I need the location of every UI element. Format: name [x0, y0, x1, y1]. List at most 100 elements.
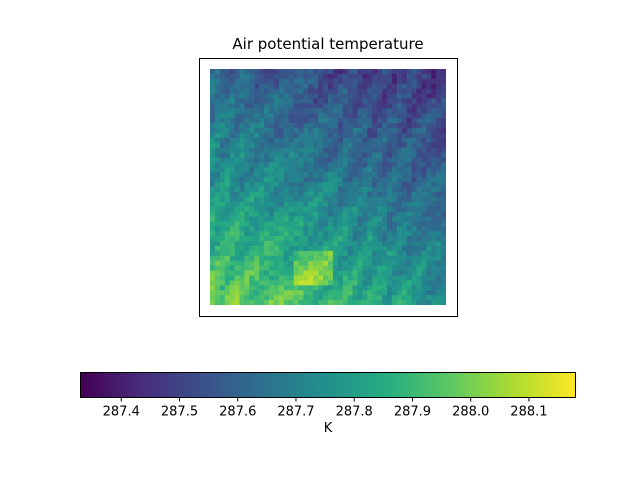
heatmap-cell [273, 147, 280, 154]
heatmap-cell [308, 142, 314, 149]
heatmap-cell [224, 162, 231, 168]
heatmap-cell [229, 201, 236, 208]
heatmap-cell [342, 236, 349, 242]
heatmap-cell [293, 270, 300, 277]
heatmap-cell [254, 162, 260, 168]
heatmap-cell [328, 196, 334, 203]
heatmap-cell [239, 226, 246, 232]
heatmap-cell [342, 221, 349, 227]
heatmap-cell [396, 118, 403, 124]
heatmap-cell [303, 300, 309, 305]
heatmap-cell [421, 123, 427, 129]
heatmap-cell [367, 69, 373, 75]
heatmap-cell [332, 73, 339, 80]
heatmap-cell [342, 241, 349, 247]
heatmap-cell [214, 280, 221, 286]
heatmap-cell [396, 295, 403, 301]
heatmap-cell [332, 275, 339, 282]
heatmap-cell [229, 290, 236, 296]
heatmap-cell [411, 290, 418, 296]
heatmap-cell [416, 255, 423, 262]
heatmap-cell [224, 216, 231, 223]
heatmap-cell [224, 167, 231, 173]
heatmap-cell [387, 182, 393, 188]
heatmap-cell [431, 226, 437, 232]
heatmap-cell [328, 216, 334, 223]
heatmap-cell [332, 265, 339, 272]
heatmap-cell [396, 300, 403, 305]
heatmap-cell [278, 137, 285, 144]
heatmap-cell [357, 236, 364, 242]
heatmap-cell [426, 206, 432, 213]
heatmap-cell [210, 172, 216, 178]
heatmap-cell [293, 246, 300, 252]
heatmap-cell [219, 285, 226, 291]
heatmap-cell [298, 285, 305, 291]
heatmap-cell [313, 201, 319, 208]
heatmap-cell [426, 300, 432, 305]
heatmap-cell [323, 103, 329, 109]
heatmap-cell [308, 260, 314, 267]
heatmap-cell [229, 113, 236, 119]
heatmap-cell [259, 260, 265, 267]
heatmap-cell [337, 152, 344, 159]
heatmap-cell [219, 118, 226, 124]
heatmap-cell [347, 265, 354, 272]
heatmap-cell [288, 98, 295, 105]
heatmap-cell [441, 216, 446, 223]
heatmap-cell [249, 152, 255, 159]
heatmap-cell [347, 147, 354, 154]
heatmap-cell [332, 69, 339, 75]
heatmap-cell [298, 236, 305, 242]
heatmap-cell [288, 78, 295, 85]
heatmap-cell [264, 236, 270, 242]
heatmap-cell [239, 201, 246, 208]
heatmap-cell [278, 167, 285, 173]
heatmap-cell [313, 157, 319, 164]
heatmap-cell [269, 221, 275, 227]
heatmap-cell [372, 260, 378, 267]
heatmap-cell [377, 265, 383, 272]
heatmap-cell [367, 196, 373, 203]
heatmap-cell [357, 167, 364, 173]
heatmap-cell [431, 157, 437, 164]
heatmap-cell [377, 236, 383, 242]
heatmap-cell [401, 152, 408, 159]
heatmap-cell [239, 103, 246, 109]
heatmap-cell [259, 103, 265, 109]
heatmap-cell [239, 108, 246, 114]
heatmap-cell [244, 123, 250, 129]
heatmap-cell [224, 221, 231, 227]
heatmap-cell [382, 231, 388, 237]
heatmap-cell [387, 295, 393, 301]
heatmap-cell [401, 196, 408, 203]
heatmap-cell [288, 73, 295, 80]
heatmap-cell [318, 93, 324, 100]
heatmap-cell [426, 113, 432, 119]
heatmap-cell [441, 98, 446, 105]
heatmap-cell [416, 241, 423, 247]
heatmap-cell [219, 275, 226, 282]
heatmap-cell [367, 300, 373, 305]
heatmap-cell [278, 231, 285, 237]
heatmap-cell [436, 162, 442, 168]
heatmap-cell [401, 187, 408, 193]
heatmap-cell [411, 88, 418, 95]
heatmap-cell [323, 187, 329, 193]
heatmap-cell [372, 231, 378, 237]
heatmap-cell [249, 191, 255, 198]
heatmap-cell [387, 162, 393, 168]
heatmap-cell [288, 241, 295, 247]
heatmap-cell [387, 108, 393, 114]
heatmap-cell [249, 113, 255, 119]
heatmap-cell [441, 250, 446, 257]
heatmap-cell [264, 285, 270, 291]
heatmap-cell [278, 265, 285, 272]
heatmap-cell [357, 88, 364, 95]
heatmap-cell [229, 132, 236, 139]
heatmap-cell [264, 98, 270, 105]
heatmap-cell [264, 157, 270, 164]
heatmap-cell [431, 142, 437, 149]
heatmap-cell [234, 167, 241, 173]
heatmap-cell [401, 236, 408, 242]
